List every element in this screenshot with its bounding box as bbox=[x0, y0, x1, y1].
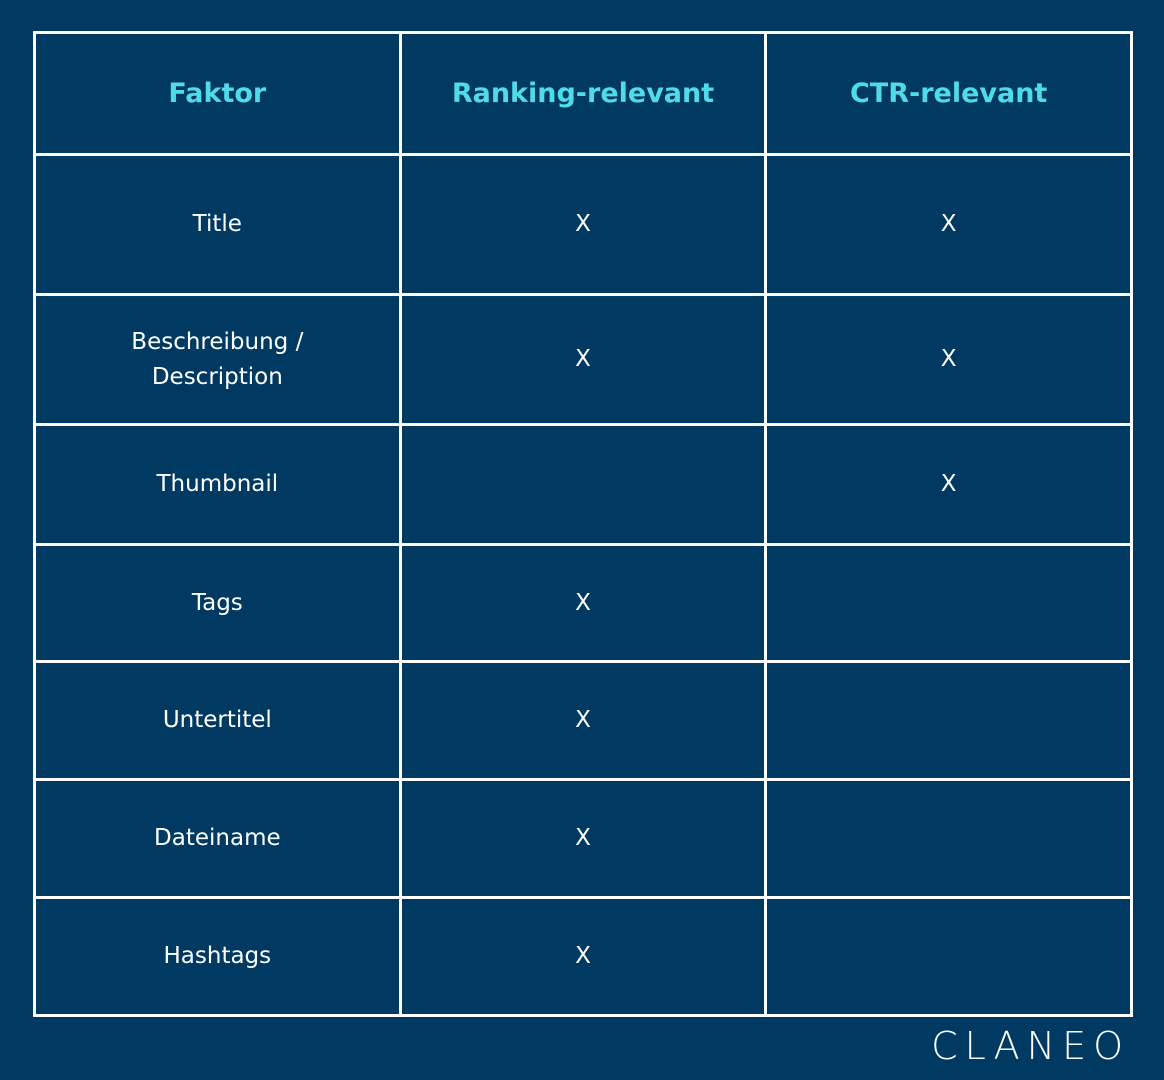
table-cell: Beschreibung / Description bbox=[33, 293, 402, 426]
table-row: Tags X bbox=[33, 543, 1133, 663]
table-cell: X bbox=[764, 423, 1133, 546]
check-mark: X bbox=[575, 346, 591, 372]
table-row: Beschreibung / Description X X bbox=[33, 293, 1133, 426]
check-mark: X bbox=[940, 346, 957, 372]
table-cell: X bbox=[398, 293, 768, 426]
factor-label: Thumbnail bbox=[156, 471, 279, 497]
table-cell: Thumbnail bbox=[33, 423, 402, 546]
table-cell bbox=[764, 543, 1133, 663]
table-row: Dateiname X bbox=[33, 778, 1133, 899]
factor-table: Faktor Ranking-relevant CTR-relevant Title… bbox=[33, 31, 1133, 1017]
table-cell bbox=[764, 896, 1133, 1017]
check-mark: X bbox=[575, 825, 591, 851]
table-cell: X bbox=[398, 896, 768, 1017]
table-cell: X bbox=[398, 543, 768, 663]
factor-label: Untertitel bbox=[162, 707, 272, 733]
table-cell: X bbox=[398, 153, 768, 296]
table-cell: X bbox=[764, 293, 1133, 426]
factor-label: Beschreibung / Description bbox=[131, 328, 304, 390]
check-mark: X bbox=[575, 211, 591, 237]
logo: CLANEO bbox=[931, 1024, 1130, 1068]
table-row: Title X X bbox=[33, 153, 1133, 296]
table-body: Title X X Beschreibung / Description X X Thumb… bbox=[33, 153, 1133, 1017]
factor-label: Tags bbox=[191, 589, 243, 616]
check-mark: X bbox=[940, 471, 957, 497]
table-row: Hashtags X bbox=[33, 896, 1133, 1017]
column-header: CTR-relevant bbox=[764, 31, 1133, 156]
table-cell bbox=[764, 660, 1133, 781]
check-mark: X bbox=[575, 707, 591, 733]
table-cell: Dateiname bbox=[33, 778, 402, 899]
column-header: Ranking-relevant bbox=[398, 31, 768, 156]
column-header: Faktor bbox=[33, 31, 402, 156]
factor-label: Dateiname bbox=[154, 825, 281, 851]
table-cell: X bbox=[764, 153, 1133, 296]
table-cell bbox=[398, 423, 768, 546]
check-mark: X bbox=[940, 211, 957, 237]
factor-label: Hashtags bbox=[163, 943, 272, 969]
table-cell: Untertitel bbox=[33, 660, 402, 781]
check-mark: X bbox=[575, 943, 591, 969]
table-cell bbox=[764, 778, 1133, 899]
table-cell: X bbox=[398, 778, 768, 899]
header-row: Faktor Ranking-relevant CTR-relevant bbox=[33, 31, 1133, 156]
table-row: Thumbnail X bbox=[33, 423, 1133, 546]
table-row: Untertitel X bbox=[33, 660, 1133, 781]
table-cell: X bbox=[398, 660, 768, 781]
table-header: Faktor Ranking-relevant CTR-relevant bbox=[33, 31, 1133, 156]
table-cell: Tags bbox=[33, 543, 402, 663]
table-cell: Title bbox=[33, 153, 402, 296]
factor-label: Title bbox=[192, 211, 242, 237]
check-mark: X bbox=[575, 589, 591, 616]
table-cell: Hashtags bbox=[33, 896, 402, 1017]
